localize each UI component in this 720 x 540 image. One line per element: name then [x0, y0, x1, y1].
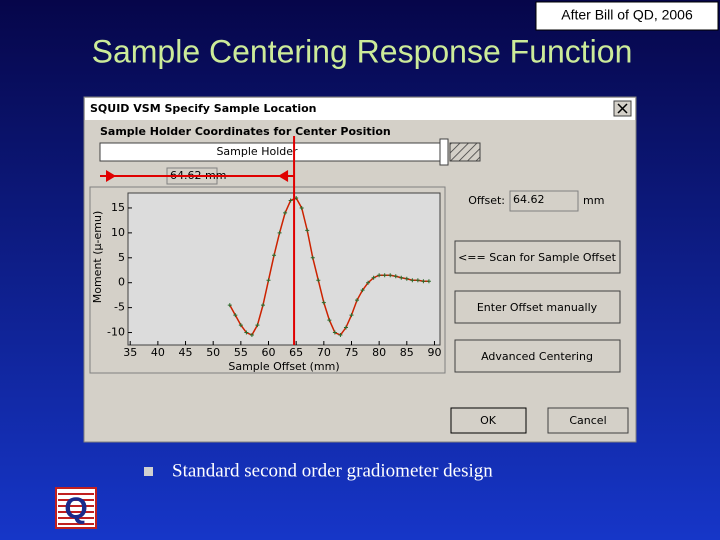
data-point: [388, 273, 393, 278]
button-label: Advanced Centering: [481, 350, 593, 363]
button-label: <== Scan for Sample Offset: [458, 251, 616, 264]
svg-text:Q: Q: [64, 492, 87, 525]
y-tick-label: -10: [107, 326, 125, 339]
data-point: [410, 278, 415, 283]
x-tick-label: 45: [179, 346, 193, 359]
corner-box: [535, 1, 719, 31]
data-point: [421, 279, 426, 284]
x-tick-label: 55: [234, 346, 248, 359]
x-tick-label: 75: [344, 346, 358, 359]
corner-note: After Bill of QD, 2006: [561, 7, 693, 23]
button-label: Cancel: [569, 414, 606, 427]
data-point: [338, 333, 343, 338]
data-point: [371, 275, 376, 280]
data-point: [360, 288, 365, 293]
data-point: [404, 276, 409, 281]
scan-button[interactable]: [454, 240, 621, 274]
data-point: [366, 280, 371, 285]
holder-mount: [449, 142, 481, 162]
data-point: [238, 323, 243, 328]
data-point: [266, 278, 271, 283]
holder-label: Sample Holder: [216, 145, 298, 158]
data-point: [272, 253, 277, 258]
data-point: [277, 230, 282, 235]
holder-end: [439, 138, 449, 166]
data-point: [349, 313, 354, 318]
data-point: [260, 303, 265, 308]
button-label: OK: [480, 414, 497, 427]
offset-label: Offset:: [468, 194, 505, 207]
x-tick-label: 80: [372, 346, 386, 359]
data-point: [415, 278, 420, 283]
y-tick-label: 0: [118, 276, 125, 289]
plot: 35 40 45 50 55 60 65 70 75 80 85 90 -10 -5 0 5 10 15: [107, 195, 441, 359]
close-icon: [617, 103, 628, 114]
y-tick-label: 10: [111, 226, 125, 239]
data-point: [377, 273, 382, 278]
ok-button[interactable]: [450, 407, 527, 434]
data-point: [310, 255, 315, 260]
data-point: [249, 333, 254, 338]
y-axis-label: Moment (µ-emu): [91, 211, 104, 304]
data-point: [283, 210, 288, 215]
bullet-marker: [144, 467, 153, 476]
offset-value: 64.62: [513, 193, 545, 206]
y-tick-label: -5: [114, 301, 125, 314]
data-point: [327, 318, 332, 323]
x-tick-label: 65: [289, 346, 303, 359]
dialog-titlebar: [85, 98, 635, 120]
data-point: [244, 330, 249, 335]
logo: Q: [55, 487, 97, 529]
data-point: [382, 273, 387, 278]
data-point: [255, 323, 260, 328]
cancel-button[interactable]: [547, 407, 629, 434]
x-axis-label: Sample Offset (mm): [228, 360, 339, 373]
data-point: [316, 278, 321, 283]
x-tick-label: 90: [427, 346, 441, 359]
slide-title: Sample Centering Response Function: [92, 33, 633, 69]
data-point: [399, 275, 404, 280]
data-point: [343, 325, 348, 330]
bullet-text: Standard second order gradiometer design: [172, 460, 493, 481]
data-point: [355, 298, 360, 303]
x-tick-label: 70: [317, 346, 331, 359]
manual-button[interactable]: [454, 290, 621, 324]
data-point: [227, 303, 232, 308]
data-point: [305, 228, 310, 233]
y-tick-label: 5: [118, 251, 125, 264]
offset-unit: mm: [583, 194, 604, 207]
data-point: [393, 274, 398, 279]
x-tick-label: 40: [151, 346, 165, 359]
data-point: [233, 313, 238, 318]
button-label: Enter Offset manually: [477, 301, 598, 314]
x-tick-label: 50: [206, 346, 220, 359]
group-label: Sample Holder Coordinates for Center Pos…: [100, 125, 391, 138]
x-tick-label: 60: [262, 346, 276, 359]
data-point: [332, 330, 337, 335]
data-point: [321, 300, 326, 305]
x-tick-label: 85: [400, 346, 414, 359]
data-point: [426, 279, 431, 284]
y-tick-label: 15: [111, 201, 125, 214]
x-tick-label: 35: [123, 346, 137, 359]
offset-field[interactable]: [509, 190, 579, 212]
advanced-button[interactable]: [454, 339, 621, 373]
data-point: [299, 205, 304, 210]
dialog-title: SQUID VSM Specify Sample Location: [90, 102, 316, 115]
data-point: [288, 198, 293, 203]
